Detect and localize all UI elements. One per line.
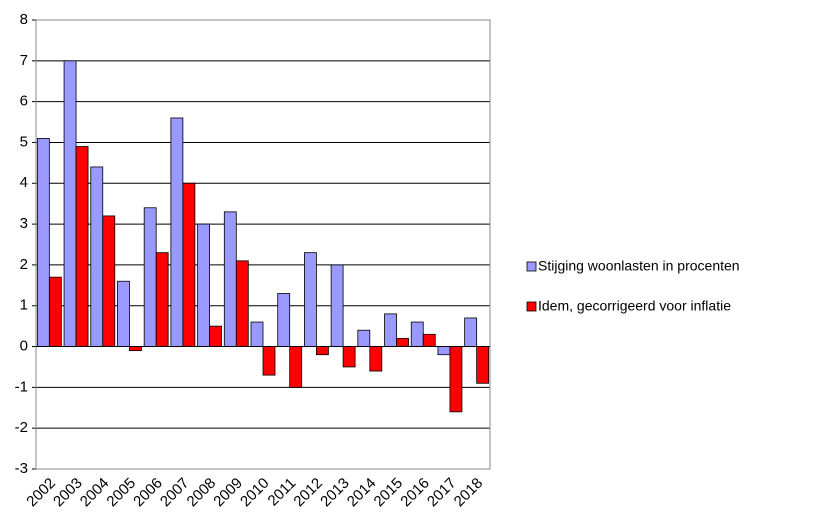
x-tick-label: 2008 xyxy=(184,475,220,511)
bar xyxy=(464,317,478,347)
y-tick-label: 3 xyxy=(20,215,28,232)
bar xyxy=(117,280,130,347)
y-tick-label: -1 xyxy=(15,378,28,395)
x-tick-label: 2014 xyxy=(344,475,380,511)
bar xyxy=(182,182,196,347)
bar xyxy=(330,264,344,347)
bar xyxy=(289,346,303,388)
x-tick-label: 2004 xyxy=(77,475,113,511)
y-tick-label: 4 xyxy=(20,174,28,191)
y-tick-label: 5 xyxy=(20,133,28,150)
y-tick-label: 8 xyxy=(20,11,28,28)
x-tick-label: 2003 xyxy=(50,475,86,511)
bar xyxy=(155,252,169,347)
bar xyxy=(384,313,397,347)
x-tick-label: 2010 xyxy=(237,475,273,511)
bar xyxy=(209,325,222,347)
bar xyxy=(449,346,463,413)
bar xyxy=(277,293,291,347)
bar xyxy=(170,117,184,347)
bar xyxy=(143,207,157,347)
bar xyxy=(262,346,276,376)
plot-border xyxy=(35,19,491,470)
bar xyxy=(369,346,383,372)
x-tick-label: 2009 xyxy=(210,475,246,511)
bar xyxy=(396,337,409,347)
x-tick-label: 2006 xyxy=(130,475,166,511)
x-tick-label: 2013 xyxy=(317,475,353,511)
bar xyxy=(250,321,264,347)
bar xyxy=(304,252,317,347)
bar xyxy=(75,146,89,347)
legend-label: Stijging woonlasten in procenten xyxy=(538,258,740,274)
bar xyxy=(223,211,237,347)
bar xyxy=(342,346,356,368)
legend-label: Idem, gecorrigeerd voor inflatie xyxy=(538,298,731,314)
bar xyxy=(197,223,210,347)
bar xyxy=(410,321,424,347)
bar xyxy=(476,346,490,384)
bar xyxy=(422,333,436,347)
bar xyxy=(90,166,104,347)
x-tick-label: 2018 xyxy=(451,475,487,511)
bar xyxy=(63,60,77,347)
x-tick-label: 2007 xyxy=(157,475,193,511)
y-tick-label: 7 xyxy=(20,52,28,69)
bar xyxy=(235,260,249,347)
x-tick-label: 2017 xyxy=(424,475,460,511)
y-tick-label: 2 xyxy=(20,256,28,273)
x-tick-label: 2005 xyxy=(103,475,139,511)
bar xyxy=(316,346,329,356)
y-tick-label: 1 xyxy=(20,297,28,314)
x-tick-label: 2015 xyxy=(371,475,407,511)
x-tick-label: 2002 xyxy=(23,475,59,511)
x-tick-label: 2016 xyxy=(397,475,433,511)
bar xyxy=(357,329,371,347)
y-tick-label: -3 xyxy=(15,460,28,477)
x-tick-label: 2012 xyxy=(290,475,326,511)
bar xyxy=(36,137,50,347)
legend-swatch xyxy=(526,261,537,272)
y-tick-label: 0 xyxy=(20,338,28,355)
bar xyxy=(102,215,116,347)
x-tick-label: 2011 xyxy=(265,475,300,510)
bar xyxy=(48,276,62,347)
bar xyxy=(129,346,142,352)
bar xyxy=(437,346,451,356)
y-tick-label: 6 xyxy=(20,93,28,110)
legend-swatch xyxy=(526,301,537,312)
y-tick-label: -2 xyxy=(15,419,28,436)
